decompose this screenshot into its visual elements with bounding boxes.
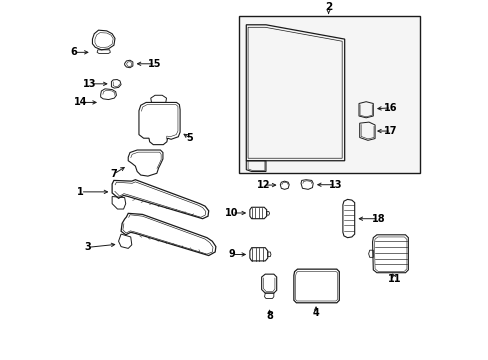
Text: 3: 3 <box>84 242 91 252</box>
Text: 10: 10 <box>225 208 238 218</box>
Text: 8: 8 <box>265 311 272 321</box>
Text: 5: 5 <box>186 133 193 143</box>
Text: 16: 16 <box>384 103 397 113</box>
Text: 13: 13 <box>83 79 97 89</box>
Text: 14: 14 <box>74 98 87 107</box>
Text: 17: 17 <box>384 126 397 136</box>
Text: 2: 2 <box>325 2 331 12</box>
Text: 1: 1 <box>77 187 84 197</box>
Text: 11: 11 <box>387 274 401 284</box>
Bar <box>239 16 419 173</box>
Text: 6: 6 <box>70 47 77 57</box>
Text: 7: 7 <box>110 169 117 179</box>
Text: 12: 12 <box>256 180 270 190</box>
Text: 18: 18 <box>371 214 385 224</box>
Text: 13: 13 <box>328 180 342 190</box>
Text: 9: 9 <box>228 249 235 260</box>
Text: 4: 4 <box>312 308 319 318</box>
Text: 15: 15 <box>148 59 162 69</box>
